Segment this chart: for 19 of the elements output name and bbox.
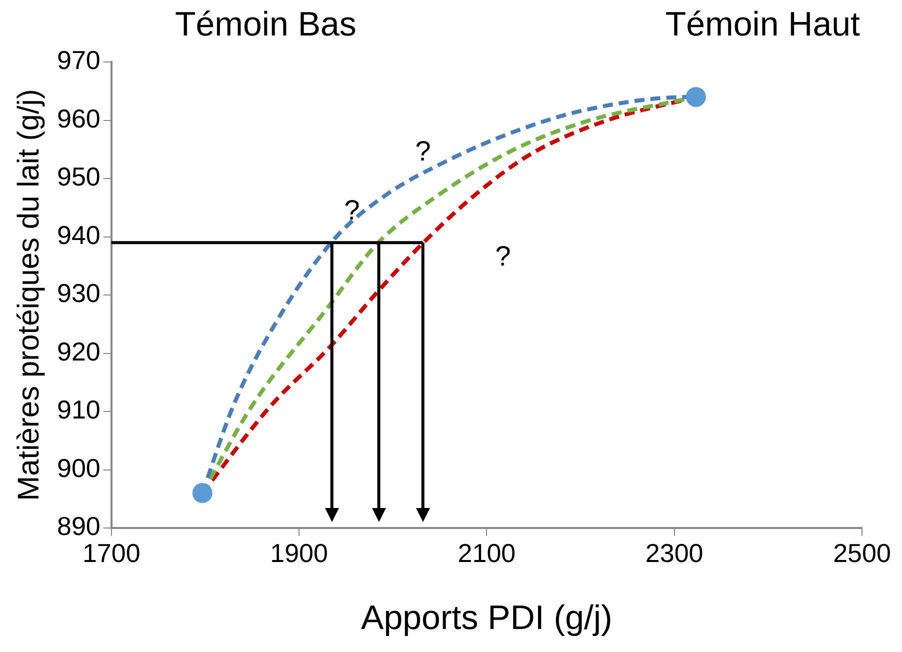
text: Témoin Bas bbox=[175, 5, 356, 44]
annotation: ? bbox=[415, 136, 431, 167]
y-tick-label: 960 bbox=[56, 103, 100, 134]
y-tick-label: 900 bbox=[56, 452, 100, 483]
x-tick-label: 1900 bbox=[270, 538, 328, 568]
x-axis-title: Apports PDI (g/j) bbox=[361, 598, 612, 637]
y-axis-title: Matières protéiques du lait (g/j) bbox=[12, 89, 46, 501]
y-tick-label: 970 bbox=[56, 45, 100, 76]
y-tick-label: 910 bbox=[56, 394, 100, 425]
x-tick-label: 2100 bbox=[458, 538, 516, 568]
annotation: ? bbox=[344, 194, 360, 226]
y-tick-label: 920 bbox=[56, 336, 100, 366]
annotation: ? bbox=[495, 240, 511, 272]
y-tick-label: 930 bbox=[56, 278, 100, 308]
y-tick-label: 940 bbox=[56, 220, 100, 250]
x-tick-label: 2500 bbox=[833, 538, 891, 568]
y-tick-label: 950 bbox=[56, 162, 100, 192]
x-tick-label: 2300 bbox=[645, 538, 704, 568]
text: Témoin Haut bbox=[665, 5, 861, 44]
